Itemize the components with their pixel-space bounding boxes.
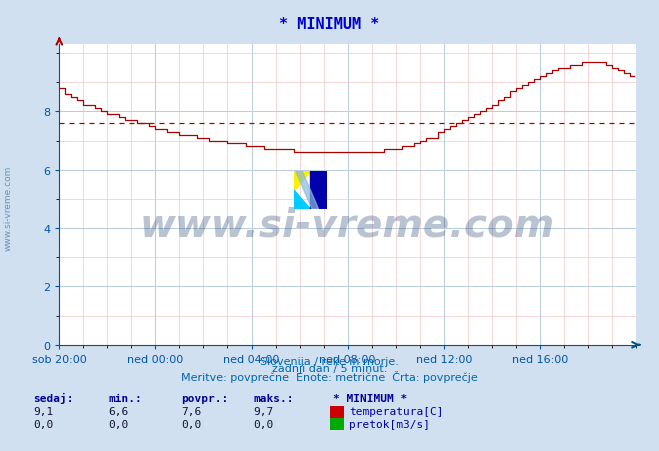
Text: 9,7: 9,7	[254, 406, 274, 416]
Text: 0,0: 0,0	[109, 419, 129, 429]
Polygon shape	[310, 171, 327, 210]
Text: Slovenija / reke in morje.: Slovenija / reke in morje.	[260, 356, 399, 366]
Text: sedaj:: sedaj:	[33, 392, 73, 403]
Polygon shape	[294, 171, 310, 190]
Text: 6,6: 6,6	[109, 406, 129, 416]
Text: 0,0: 0,0	[33, 419, 53, 429]
Text: Meritve: povprečne  Enote: metrične  Črta: povprečje: Meritve: povprečne Enote: metrične Črta:…	[181, 370, 478, 382]
Polygon shape	[294, 190, 310, 210]
Text: maks.:: maks.:	[254, 393, 294, 403]
Text: 0,0: 0,0	[181, 419, 202, 429]
Text: temperatura[C]: temperatura[C]	[349, 406, 444, 416]
Text: www.si-vreme.com: www.si-vreme.com	[3, 165, 13, 250]
Text: 9,1: 9,1	[33, 406, 53, 416]
Text: * MINIMUM *: * MINIMUM *	[333, 393, 407, 403]
Text: www.si-vreme.com: www.si-vreme.com	[140, 206, 556, 244]
Text: 0,0: 0,0	[254, 419, 274, 429]
Text: zadnji dan / 5 minut.: zadnji dan / 5 minut.	[272, 364, 387, 373]
Text: povpr.:: povpr.:	[181, 393, 229, 403]
Text: pretok[m3/s]: pretok[m3/s]	[349, 419, 430, 429]
Text: 7,6: 7,6	[181, 406, 202, 416]
Polygon shape	[295, 171, 319, 210]
Text: * MINIMUM *: * MINIMUM *	[279, 17, 380, 32]
Text: min.:: min.:	[109, 393, 142, 403]
